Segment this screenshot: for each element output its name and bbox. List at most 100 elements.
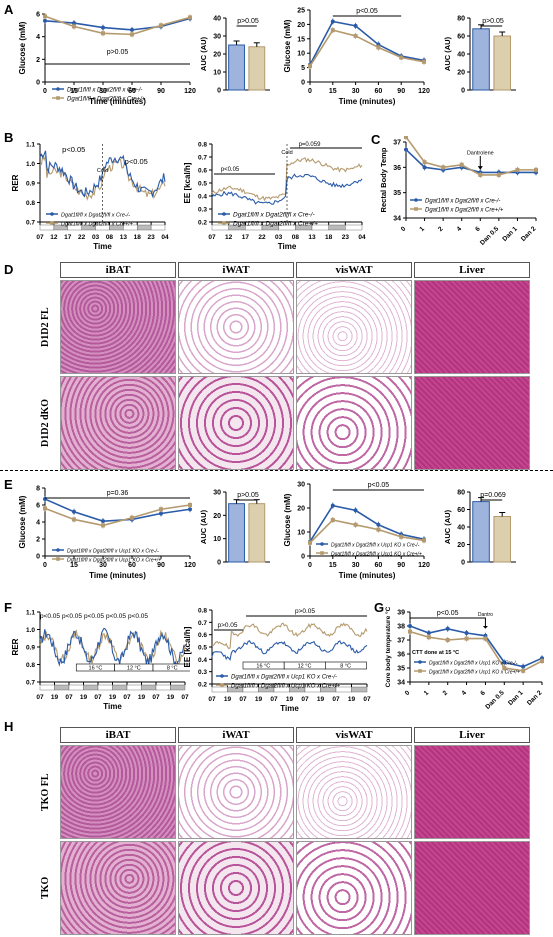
histology-row-label: D1D2 dKO [40,398,51,448]
y-tick-label: 5 [301,65,305,72]
temp-band-label: 16 °C [256,664,270,670]
legend-marker [220,683,224,687]
data-point [478,172,483,177]
legend-entry: Dgat1fl/fl x Dgat2fl/fl x Ucp1 KO x Cre+… [429,670,520,676]
light-dark-bar [155,684,171,691]
histology-image-viswat [296,376,412,470]
bar [228,44,245,91]
x-axis-label: Time [280,704,299,713]
histology-image-ibat [60,841,176,935]
data-point [353,508,358,513]
y-tick-label: 0 [36,80,40,87]
x-tick-label: 22 [258,234,266,241]
histology-column-label: iBAT [60,727,176,743]
y-tick-label: 34 [397,680,405,687]
y-tick-label: 0 [36,554,40,561]
x-tick-label: 23 [342,234,350,241]
data-point [502,666,507,670]
data-point [330,503,335,508]
x-tick-label: 30 [99,562,107,569]
x-tick-label: 60 [128,562,136,569]
series-line [405,136,536,176]
y-tick-label: 20 [297,22,305,29]
x-tick-label: 4 [456,225,464,233]
legend-entry: Dgat1fl/fl x Dgat2fl/fl x Cre+/+ [425,208,504,214]
y-axis-label: AUC (AU) [443,509,452,544]
x-tick-label: 07 [152,694,160,701]
data-point [159,23,163,28]
x-tick-label: 19 [348,696,356,703]
x-tick-label: Dan 2 [526,689,544,707]
annotation: p<0.05 [128,613,148,620]
x-tick-label: 13 [120,234,128,241]
light-dark-bar [150,224,166,231]
y-tick-label: 2 [36,57,40,64]
x-tick-label: 90 [397,562,405,569]
data-point [483,636,488,641]
data-point [43,18,47,23]
x-tick-label: 07 [36,694,44,701]
legend-marker [50,212,54,216]
data-point [43,506,47,511]
series-line [309,20,425,66]
y-tick-label: 36 [397,652,405,659]
chart-e-gtt: 0 2 4 6 8 0 15 30 60 90 120 Glucose (mM) Time (minut… [18,486,196,581]
x-tick-label: 19 [255,696,263,703]
arrow-head [477,166,483,170]
light-dark-bar [97,684,113,691]
x-tick-label: 15 [329,562,337,569]
chart-a-ipgtt: 0 5 10 15 20 25 0 15 30 60 90 120 Glucose (mM) Time (… [283,8,430,107]
data-point [130,515,134,520]
bar [493,516,511,563]
data-point [130,27,134,32]
y-tick-label: 0 [301,80,305,87]
x-tick-label: 07 [270,696,278,703]
data-point [353,33,358,38]
x-tick-label: 120 [418,562,430,569]
histology-image-iwat [178,280,294,374]
histology-row-label: TKO [40,876,51,900]
bar [493,35,511,91]
y-tick-label: 20 [297,506,305,513]
x-tick-label: 19 [286,696,294,703]
series-line [44,504,191,527]
y-tick-label: 10 [297,530,305,537]
x-tick-label: 07 [65,694,73,701]
legend-entry: Dgat1fl/fl x Dgat2fl/fl x Ucp1 KO x Cre+… [231,684,341,690]
temp-band-label: 12 °C [127,666,141,672]
y-tick-label: 20 [457,542,465,549]
light-dark-bar [170,684,186,691]
legend-entry: Dgat1fl/fl x Dgat2fl/fl x Cre-/- [425,199,500,205]
x-tick-label: 13 [308,234,316,241]
data-point [353,522,358,527]
y-axis-label: Core body temperature °C [384,606,392,687]
bar [472,501,490,563]
legend-entry: Dgat1fl/fl x Dgat2fl/fl x Cre-/- [61,213,130,219]
y-tick-label: 40 [457,525,465,532]
y-tick-label: 1.1 [26,142,35,149]
legend-marker [414,198,418,202]
panel-letter-f: F [4,600,12,615]
y-tick-label: 0.9 [26,645,35,652]
legend-marker [418,669,422,673]
section-divider [0,470,553,471]
data-point [404,147,408,152]
y-tick-label: 15 [297,36,305,43]
histology-image-viswat [296,841,412,935]
y-tick-label: 1.1 [26,610,35,617]
data-point [101,25,105,30]
x-tick-label: 0 [404,689,412,697]
data-point [376,45,381,50]
x-tick-label: 60 [375,88,383,95]
panel-letter-h: H [4,719,14,734]
annotation: p=0.059 [299,142,322,148]
legend-marker [222,212,226,216]
data-point [521,668,526,673]
x-tick-label: 19 [109,694,117,701]
data-point [353,23,358,28]
chart-e-ipgtt-auc: 0 20 40 60 80 AUC (AU) p=0.069 [443,490,516,567]
x-tick-label: Dan 0.5 [484,689,506,711]
y-tick-label: 0.9 [26,181,35,188]
